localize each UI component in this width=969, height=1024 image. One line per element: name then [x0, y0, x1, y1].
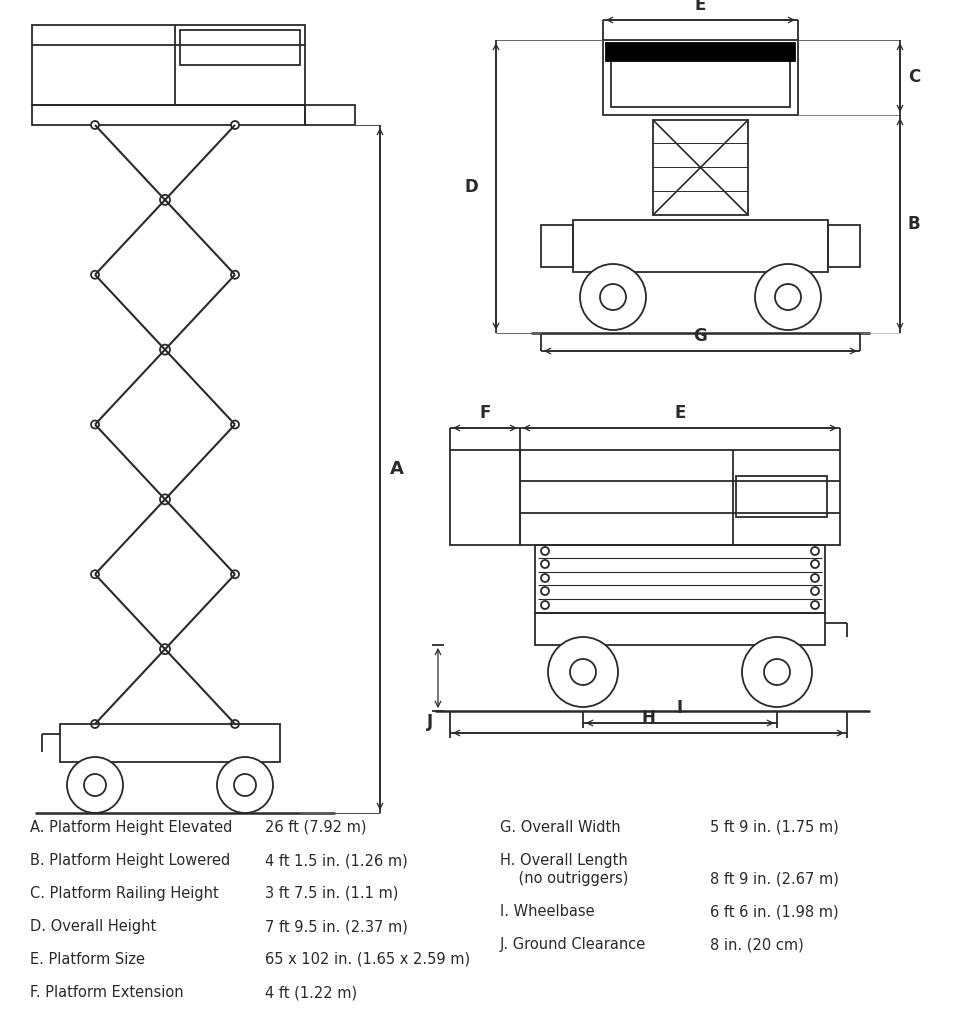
Bar	[573, 220, 828, 272]
Circle shape	[84, 774, 106, 796]
Text: J: J	[427, 713, 433, 731]
Circle shape	[541, 547, 549, 555]
Text: A: A	[390, 460, 404, 478]
Text: 8 in. (20 cm): 8 in. (20 cm)	[710, 937, 803, 952]
Circle shape	[541, 587, 549, 595]
Bar	[60, 724, 280, 762]
Bar	[736, 476, 827, 517]
Circle shape	[811, 560, 819, 568]
Text: I: I	[677, 699, 683, 717]
Bar	[828, 225, 860, 267]
Circle shape	[811, 587, 819, 595]
Circle shape	[742, 637, 812, 707]
Text: C. Platform Railing Height: C. Platform Railing Height	[30, 886, 219, 901]
Text: E. Platform Size: E. Platform Size	[30, 952, 145, 967]
Bar	[180, 30, 300, 65]
Circle shape	[541, 574, 549, 582]
Circle shape	[600, 284, 626, 310]
Circle shape	[160, 644, 170, 654]
Text: E: E	[674, 404, 686, 422]
Text: 65 x 102 in. (1.65 x 2.59 m): 65 x 102 in. (1.65 x 2.59 m)	[265, 952, 470, 967]
Bar	[611, 48, 790, 106]
Text: 6 ft 6 in. (1.98 m): 6 ft 6 in. (1.98 m)	[710, 904, 838, 920]
Bar	[653, 120, 748, 215]
Circle shape	[91, 121, 99, 129]
Bar	[535, 545, 825, 613]
Circle shape	[160, 495, 170, 505]
Text: G: G	[694, 327, 707, 345]
Text: H: H	[641, 709, 655, 727]
Bar	[541, 225, 573, 267]
Circle shape	[231, 720, 239, 728]
Circle shape	[217, 757, 273, 813]
Circle shape	[234, 774, 256, 796]
Text: 4 ft 1.5 in. (1.26 m): 4 ft 1.5 in. (1.26 m)	[265, 853, 408, 868]
Text: 8 ft 9 in. (2.67 m): 8 ft 9 in. (2.67 m)	[710, 871, 839, 886]
Circle shape	[67, 757, 123, 813]
Circle shape	[580, 264, 646, 330]
Bar	[32, 25, 305, 105]
Circle shape	[764, 659, 790, 685]
Bar	[606, 43, 795, 61]
Bar	[603, 40, 798, 115]
Text: D: D	[464, 177, 478, 196]
Text: 4 ft (1.22 m): 4 ft (1.22 m)	[265, 985, 358, 1000]
Circle shape	[160, 195, 170, 205]
Text: 5 ft 9 in. (1.75 m): 5 ft 9 in. (1.75 m)	[710, 820, 839, 835]
Text: I. Wheelbase: I. Wheelbase	[500, 904, 595, 920]
Circle shape	[811, 547, 819, 555]
Circle shape	[775, 284, 801, 310]
Bar	[32, 105, 305, 125]
Circle shape	[541, 601, 549, 609]
Text: 7 ft 9.5 in. (2.37 m): 7 ft 9.5 in. (2.37 m)	[265, 919, 408, 934]
Circle shape	[811, 601, 819, 609]
Bar	[535, 613, 825, 645]
Circle shape	[231, 121, 239, 129]
Text: B: B	[908, 215, 921, 233]
Circle shape	[160, 345, 170, 354]
Circle shape	[548, 637, 618, 707]
Text: 26 ft (7.92 m): 26 ft (7.92 m)	[265, 820, 366, 835]
Circle shape	[570, 659, 596, 685]
Text: H. Overall Length: H. Overall Length	[500, 853, 628, 868]
Text: 3 ft 7.5 in. (1.1 m): 3 ft 7.5 in. (1.1 m)	[265, 886, 398, 901]
Text: F: F	[480, 404, 490, 422]
Circle shape	[231, 421, 239, 428]
Circle shape	[91, 270, 99, 279]
Bar	[305, 105, 355, 125]
Circle shape	[811, 574, 819, 582]
Text: G. Overall Width: G. Overall Width	[500, 820, 620, 835]
Text: F. Platform Extension: F. Platform Extension	[30, 985, 183, 1000]
Text: J. Ground Clearance: J. Ground Clearance	[500, 937, 646, 952]
Circle shape	[541, 560, 549, 568]
Text: (no outriggers): (no outriggers)	[500, 871, 628, 886]
Circle shape	[91, 570, 99, 579]
Bar	[450, 450, 520, 545]
Text: B. Platform Height Lowered: B. Platform Height Lowered	[30, 853, 231, 868]
Circle shape	[91, 421, 99, 428]
Circle shape	[91, 720, 99, 728]
Text: A. Platform Height Elevated: A. Platform Height Elevated	[30, 820, 233, 835]
Text: E: E	[695, 0, 706, 14]
Circle shape	[755, 264, 821, 330]
Text: C: C	[908, 69, 921, 86]
Circle shape	[231, 570, 239, 579]
Bar	[520, 450, 840, 545]
Text: D. Overall Height: D. Overall Height	[30, 919, 156, 934]
Circle shape	[231, 270, 239, 279]
